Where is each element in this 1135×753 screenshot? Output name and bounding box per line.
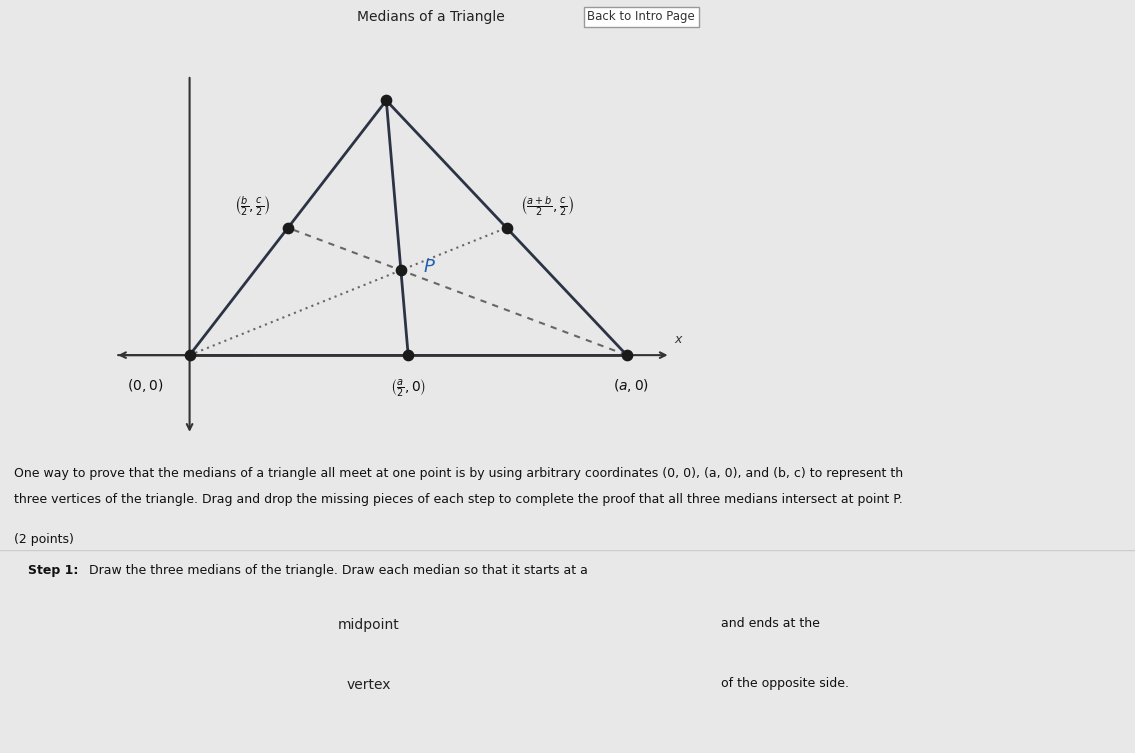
Text: $(0,0)$: $(0,0)$ [127,377,163,395]
Text: One way to prove that the medians of a triangle all meet at one point is by usin: One way to prove that the medians of a t… [14,467,902,480]
Text: (2 points): (2 points) [14,533,74,546]
Text: $\left(\frac{a+b}{2},\frac{c}{2}\right)$: $\left(\frac{a+b}{2},\frac{c}{2}\right)$ [520,194,574,218]
Text: midpoint: midpoint [338,618,400,632]
Point [392,264,410,276]
Text: $P$: $P$ [422,258,436,276]
Text: $\left(\frac{b}{2},\frac{c}{2}\right)$: $\left(\frac{b}{2},\frac{c}{2}\right)$ [234,194,270,218]
Text: Draw the three medians of the triangle. Draw each median so that it starts at a: Draw the three medians of the triangle. … [85,564,588,577]
Text: Step 1:: Step 1: [28,564,78,577]
Point [497,222,515,234]
Text: Medians of a Triangle: Medians of a Triangle [358,10,505,24]
Text: and ends at the: and ends at the [721,617,819,630]
Text: of the opposite side.: of the opposite side. [721,677,849,691]
Point [180,349,199,361]
Text: $(a,0)$: $(a,0)$ [613,377,649,395]
Point [617,349,636,361]
Point [400,349,418,361]
Text: three vertices of the triangle. Drag and drop the missing pieces of each step to: three vertices of the triangle. Drag and… [14,493,902,506]
Point [279,222,297,234]
Text: $x$: $x$ [674,333,684,346]
Point [377,94,395,106]
Text: $\left(\frac{a}{2},0\right)$: $\left(\frac{a}{2},0\right)$ [390,377,427,399]
Text: Back to Intro Page: Back to Intro Page [588,11,695,23]
Text: vertex: vertex [346,678,392,692]
